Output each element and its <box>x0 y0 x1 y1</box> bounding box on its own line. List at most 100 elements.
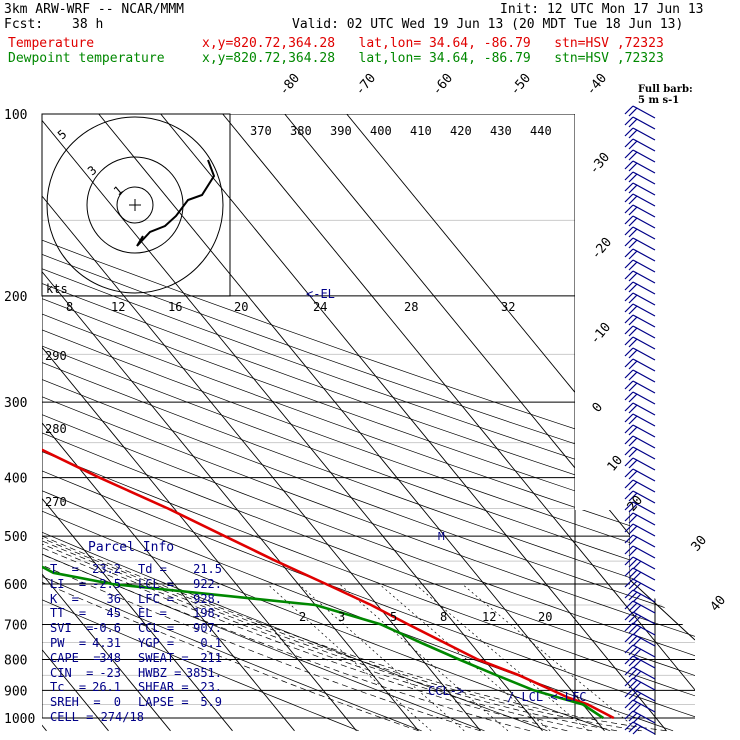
wind-barb-flag <box>628 459 638 469</box>
theta-left-label-280: 280 <box>45 422 67 436</box>
wind-barb-flag <box>624 314 634 324</box>
wind-barb <box>632 468 656 482</box>
temperature-tick-m20: -20 <box>589 235 616 263</box>
moist-adiabat-30 <box>42 295 667 732</box>
wind-barb <box>632 413 656 427</box>
wind-barb <box>632 127 656 141</box>
wind-barb-flag <box>632 714 642 724</box>
theta-label-380: 380 <box>290 124 312 138</box>
annotation-2: CCL-> <box>428 684 464 698</box>
wind-barb-flag <box>624 127 634 137</box>
wind-barb-flag <box>632 659 642 669</box>
theta-label-420: 420 <box>450 124 472 138</box>
wind-barb-flag <box>628 349 638 359</box>
wind-barb-flag <box>628 228 638 238</box>
pressure-label-800: 800 <box>4 653 27 668</box>
wind-barb-flag <box>624 413 634 423</box>
parcel-label-sreh-l2: LAPSE = <box>138 695 189 710</box>
pressure-label-700: 700 <box>4 618 27 633</box>
dry-adiabat-280 <box>42 114 548 732</box>
wind-barb-flag <box>624 666 634 676</box>
wind-barb <box>632 149 656 163</box>
legend-dewpoint-info: x,y=820.72,364.28 lat,lon= 34.64, -86.79… <box>202 51 664 66</box>
wind-barb <box>632 600 656 614</box>
hodograph-unit-label: kts <box>46 282 68 296</box>
mixing-ratio-label-3: 3 <box>338 610 345 624</box>
parcel-value-cape-v2: 211 <box>200 650 222 665</box>
hodograph-frame <box>41 113 231 297</box>
wind-barb-flag <box>624 501 634 511</box>
parcel-label-svi-l2: CCL = <box>138 621 175 636</box>
annotation-1: <-EL <box>306 287 335 301</box>
wind-barb-flag <box>628 602 638 612</box>
hodograph-speed-label-32: 32 <box>501 300 515 314</box>
wind-barb <box>632 336 656 350</box>
isotherm-60 <box>346 114 695 732</box>
wind-barb-flag <box>624 611 634 621</box>
wind-barb <box>632 171 656 185</box>
wind-barb-flag <box>624 710 634 720</box>
wind-barb <box>632 545 656 559</box>
legend-temperature-info: x,y=820.72,364.28 lat,lon= 34.64, -86.79… <box>202 36 664 51</box>
wind-barb-flag <box>628 151 638 161</box>
mixing-ratio-20 <box>461 583 640 732</box>
wind-barb-flag <box>628 492 638 502</box>
wind-barb <box>632 259 656 273</box>
wind-barb-flag <box>624 204 634 214</box>
legend-dewpoint-name: Dewpoint temperature <box>8 51 165 66</box>
hodograph-ring-1 <box>116 186 154 224</box>
wind-barb-flag <box>628 393 638 403</box>
wind-barb-flag <box>628 624 638 634</box>
series-layer <box>42 114 615 720</box>
valid-time: Valid: 02 UTC Wed 19 Jun 13 (20 MDT Tue … <box>292 17 684 32</box>
temperature-tick-m50: -50 <box>508 71 535 99</box>
pressure-label-200: 200 <box>4 290 27 305</box>
parcel-info-title: Parcel Info <box>88 540 175 555</box>
wind-barb-flag <box>632 670 642 680</box>
hodograph-speed-label-12: 12 <box>111 300 125 314</box>
wind-barb-flag <box>624 116 634 126</box>
wind-barb-flag <box>624 523 634 533</box>
dry-adiabat-360 <box>42 114 695 732</box>
wind-barb-flag <box>628 217 638 227</box>
isotherm-0 <box>42 114 481 732</box>
parcel-value-pw-v1: 4.31 <box>92 636 121 650</box>
wind-barb-flag <box>632 571 642 581</box>
dewpoint-line <box>42 114 605 720</box>
dry-adiabat-400 <box>42 114 695 732</box>
pressure-label-900: 900 <box>4 684 27 699</box>
wind-barb-flag <box>624 182 634 192</box>
wind-barb-flag <box>632 604 642 614</box>
parcel-label-pw-l2: YGP = <box>138 636 175 650</box>
isotherm-20 <box>98 114 605 732</box>
parcel-value-t-v1: 23.2 <box>92 562 121 576</box>
wind-barb-flag <box>628 723 638 733</box>
mixing-ratio-3 <box>298 583 465 732</box>
wind-barb <box>632 347 656 361</box>
wind-barb-flag <box>624 589 634 599</box>
wind-barb-flag <box>624 391 634 401</box>
wind-barb-flag <box>624 633 634 643</box>
wind-barb <box>632 633 656 647</box>
wind-barb-flag <box>632 637 642 647</box>
wind-barb <box>632 116 656 130</box>
wind-barb-flag <box>624 358 634 368</box>
wind-barb <box>632 193 656 207</box>
wind-barb-flag <box>628 525 638 535</box>
moist-adiabat-26 <box>42 295 642 732</box>
wind-barb-flag <box>624 402 634 412</box>
dry-adiabat-330 <box>42 114 695 732</box>
wind-barb-flag <box>624 336 634 346</box>
temperature-tick-m60: -60 <box>430 71 457 99</box>
wind-barb-flag <box>624 688 634 698</box>
dry-adiabat-340 <box>42 114 695 732</box>
wind-barb-flag <box>624 171 634 181</box>
theta-label-430: 430 <box>490 124 512 138</box>
wind-barb-flag <box>628 118 638 128</box>
wind-barb-flag <box>624 545 634 555</box>
wind-barb-flag <box>624 534 634 544</box>
parcel-label-tc-l1: Tc = <box>50 680 87 695</box>
wind-barb-flag <box>628 173 638 183</box>
parcel-label-cape-l2: SWEAT = <box>138 650 189 665</box>
